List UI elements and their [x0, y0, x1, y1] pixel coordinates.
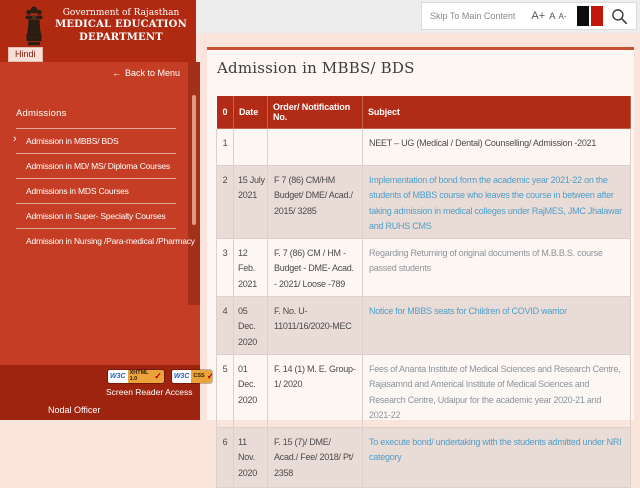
sidebar-item-admission-md-ms-diploma[interactable]: Admission in MD/ MS/ Diploma Courses — [16, 153, 176, 178]
sidebar-item-admission-mbbs-bds[interactable]: › Admission in MBBS/ BDS — [13, 128, 176, 153]
sidebar-item-label: Admission in Super- Specialty Courses — [26, 211, 166, 221]
w3c-css-badge[interactable]: W3C CSS ✓ — [171, 370, 213, 383]
font-decrease-button[interactable]: A- — [558, 12, 567, 21]
page-title: Admission in MBBS/ BDS — [217, 59, 415, 77]
subject-link[interactable]: NEET – UG (Medical / Dental) Counselling… — [369, 138, 597, 148]
theme-switcher — [576, 6, 603, 26]
notifications-table: 0 Date Order/ Notification No. Subject 1… — [216, 95, 631, 488]
back-to-menu-label: Back to Menu — [124, 68, 180, 78]
table-row: 5 01 Dec. 2020 F. 14 (1) M. E. Group-1/ … — [216, 353, 631, 429]
font-increase-button[interactable]: A+ — [531, 10, 546, 22]
sidebar-item-admission-super-specialty[interactable]: Admission in Super- Specialty Courses — [16, 203, 176, 228]
row-date: 12 Feb. 2021 — [233, 238, 268, 298]
row-order-no — [267, 128, 363, 166]
sidebar-item-label: Admission in MD/ MS/ Diploma Courses — [26, 161, 170, 171]
red-theme-swatch[interactable] — [590, 6, 603, 26]
back-to-menu-link[interactable]: ← Back to Menu — [112, 68, 180, 78]
sidebar-item-label: Admission in Nursing /Para-medical /Phar… — [26, 236, 195, 246]
dept-line1: MEDICAL EDUCATION — [55, 19, 187, 31]
checkmark-icon: ✓ — [206, 370, 213, 383]
sidebar-item-label: Admissions in MDS Courses — [26, 186, 129, 196]
row-sno: 2 — [216, 164, 234, 240]
utility-toolbar: Skip To Main Content A+ A A- — [421, 2, 637, 30]
table-row: 1 NEET – UG (Medical / Dental) Counselli… — [216, 128, 631, 166]
left-arrow-icon: ← — [111, 68, 121, 78]
w3c-logo: W3C — [108, 370, 128, 383]
gov-title: Government of Rajasthan — [62, 8, 180, 18]
dept-line2: DEPARTMENT — [79, 31, 163, 43]
utility-bar: Skip To Main Content A+ A A- — [196, 0, 640, 33]
table-row: 3 12 Feb. 2021 F. 7 (86) CM / HM -Budget… — [216, 238, 631, 298]
row-sno: 6 — [216, 427, 234, 488]
black-theme-swatch[interactable] — [576, 6, 589, 26]
row-subject: To execute bond/ undertaking with the st… — [362, 427, 631, 488]
row-order-no: F. 15 (7)/ DME/ Acad./ Fee/ 2018/ Pt/ 23… — [267, 427, 363, 488]
row-sno: 3 — [216, 238, 234, 298]
column-header-subject: Subject — [362, 95, 631, 129]
subject-link[interactable]: Regarding Returning of original document… — [369, 248, 603, 274]
row-subject: Notice for MBBS seats for Children of CO… — [362, 296, 631, 355]
row-subject: Fees of Ananta Institute of Medical Scie… — [362, 353, 631, 429]
row-date — [233, 128, 268, 166]
main-content: Admission in MBBS/ BDS 0 Date Order/ Not… — [207, 47, 634, 488]
nodal-officer-label: Nodal Officer — [48, 405, 101, 415]
subject-link[interactable]: To execute bond/ undertaking with the st… — [369, 437, 622, 463]
row-sno: 4 — [216, 296, 234, 355]
sidebar-section-admissions: Admissions — [16, 108, 67, 119]
chevron-right-icon: › — [13, 133, 17, 145]
row-sno: 1 — [216, 128, 234, 166]
font-normal-button[interactable]: A — [549, 11, 556, 22]
column-header-sno: 0 — [216, 95, 234, 129]
sidebar-navigation: ← Back to Menu Admissions › Admission in … — [0, 62, 200, 365]
row-subject: Implementation of bond form the academic… — [362, 164, 631, 240]
sidebar-scrollbar-thumb[interactable] — [192, 95, 196, 225]
hindi-language-button[interactable]: Hindi — [8, 47, 43, 62]
row-subject: NEET – UG (Medical / Dental) Counselling… — [362, 128, 631, 166]
table-row: 2 15 July 2021 F 7 (86) CM/HM Budget/ DM… — [216, 164, 631, 240]
table-header-row: 0 Date Order/ Notification No. Subject — [216, 95, 631, 129]
sidebar-footer: W3C XHTML 1.0 ✓ W3C CSS ✓ Screen Reader … — [0, 365, 213, 420]
font-size-controls: A+ A A- — [531, 10, 566, 22]
sidebar-item-label: Admission in MBBS/ BDS — [26, 136, 119, 146]
table-row: 4 05 Dec. 2020 F. No. U-11011/16/2020-ME… — [216, 296, 631, 355]
sidebar-item-admissions-mds[interactable]: Admissions in MDS Courses — [16, 178, 176, 203]
row-order-no: F. 14 (1) M. E. Group-1/ 2020 — [267, 353, 363, 429]
xhtml-badge-label: XHTML 1.0 — [127, 370, 155, 383]
column-header-order-no: Order/ Notification No. — [267, 95, 363, 129]
subject-link[interactable]: Implementation of bond form the academic… — [369, 175, 622, 231]
subject-link[interactable]: Fees of Ananta Institute of Medical Scie… — [369, 363, 621, 420]
screen-reader-access-link[interactable]: Screen Reader Access — [106, 387, 193, 397]
sidebar-scrollbar-track[interactable] — [188, 62, 200, 305]
w3c-logo: W3C — [171, 370, 192, 383]
checkmark-icon: ✓ — [154, 370, 164, 383]
subject-link[interactable]: Notice for MBBS seats for Children of CO… — [369, 306, 567, 317]
row-subject: Regarding Returning of original document… — [362, 238, 631, 298]
search-icon[interactable] — [611, 8, 628, 25]
table-row: 6 11 Nov. 2020 F. 15 (7)/ DME/ Acad./ Fe… — [216, 427, 631, 488]
sidebar-menu: › Admission in MBBS/ BDS Admission in MD… — [0, 128, 195, 253]
row-date: 11 Nov. 2020 — [233, 427, 268, 488]
column-header-date: Date — [233, 95, 268, 129]
row-date: 01 Dec. 2020 — [233, 353, 268, 429]
ashoka-emblem-icon — [22, 4, 46, 48]
row-order-no: F 7 (86) CM/HM Budget/ DME/ Acad./ 2015/… — [267, 164, 363, 240]
row-sno: 5 — [216, 353, 234, 429]
department-title: Government of Rajasthan MEDICAL EDUCATIO… — [48, 8, 194, 44]
w3c-xhtml-badge[interactable]: W3C XHTML 1.0 ✓ — [108, 370, 164, 383]
row-order-no: F. 7 (86) CM / HM -Budget - DME- Acad. -… — [267, 238, 363, 298]
validation-badges: W3C XHTML 1.0 ✓ W3C CSS ✓ — [108, 370, 213, 383]
css-badge-label: CSS — [191, 370, 207, 383]
gov-header-block: Government of Rajasthan MEDICAL EDUCATIO… — [0, 0, 196, 62]
row-date: 05 Dec. 2020 — [233, 296, 268, 355]
skip-to-main-content-link[interactable]: Skip To Main Content — [430, 11, 516, 21]
row-order-no: F. No. U-11011/16/2020-MEC — [267, 296, 363, 355]
sidebar-item-admission-nursing-paramedical[interactable]: Admission in Nursing /Para-medical /Phar… — [16, 228, 195, 253]
row-date: 15 July 2021 — [233, 164, 268, 240]
